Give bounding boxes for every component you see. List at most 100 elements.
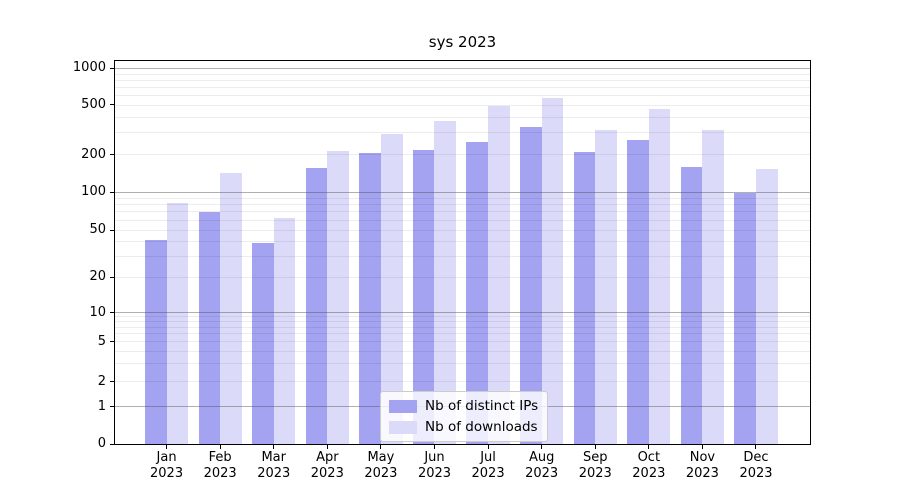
x-tick-year: 2023 <box>578 466 612 481</box>
x-tick-label-Aug: Aug 2023 <box>510 450 574 482</box>
x-tick-month: Nov <box>689 450 716 465</box>
x-tick-label-May: May 2023 <box>349 450 413 482</box>
x-tick-mark-Jan <box>166 445 168 449</box>
bar-distinct-ips <box>359 152 381 444</box>
bar-downloads <box>595 129 617 444</box>
legend-swatch-distinct-ips <box>389 399 417 413</box>
y-tick-label-5: 5 <box>97 333 106 349</box>
bar-distinct-ips <box>144 239 167 444</box>
x-tick-mark-Sep <box>594 445 596 449</box>
x-tick-year: 2023 <box>310 466 344 481</box>
x-tick-mark-Dec <box>755 445 757 449</box>
x-tick-label-Jul: Jul 2023 <box>456 450 520 482</box>
legend-item-distinct-ips: Nb of distinct IPs <box>389 398 538 414</box>
x-tick-label-Feb: Feb 2023 <box>188 450 252 482</box>
x-tick-month: Oct <box>637 450 661 465</box>
y-tick-label-1: 1 <box>97 398 106 414</box>
y-tick-mark-50 <box>110 229 114 231</box>
y-tick-mark-1 <box>110 406 114 408</box>
bar-distinct-ips <box>305 168 328 444</box>
x-tick-mark-Apr <box>326 445 328 449</box>
x-tick-year: 2023 <box>150 466 184 481</box>
y-tick-label-500: 500 <box>81 96 106 112</box>
x-tick-label-Sep: Sep 2023 <box>563 450 627 482</box>
x-tick-month: Dec <box>743 450 769 465</box>
bar-distinct-ips <box>252 243 274 444</box>
bar-distinct-ips <box>466 142 489 444</box>
bar-distinct-ips <box>412 149 435 444</box>
legend-label-distinct-ips: Nb of distinct IPs <box>425 398 539 414</box>
y-tick-label-100: 100 <box>81 184 106 200</box>
y-tick-mark-100 <box>110 191 114 193</box>
x-tick-label-Dec: Dec 2023 <box>724 450 788 482</box>
y-tick-mark-2 <box>110 381 114 383</box>
legend: Nb of distinct IPs Nb of downloads <box>380 391 549 442</box>
plot-area: Nb of distinct IPs Nb of downloads <box>114 60 811 445</box>
x-tick-month: Jun <box>424 450 445 465</box>
bar-distinct-ips <box>198 211 221 444</box>
x-tick-month: May <box>367 450 395 465</box>
x-tick-month: Jul <box>480 450 496 465</box>
bar-downloads <box>380 134 403 444</box>
x-tick-month: Apr <box>316 450 339 465</box>
y-tick-label-50: 50 <box>89 222 106 238</box>
x-tick-month: Aug <box>528 450 555 465</box>
y-tick-mark-200 <box>110 154 114 156</box>
x-tick-label-Jan: Jan 2023 <box>135 450 199 482</box>
x-tick-year: 2023 <box>471 466 505 481</box>
y-tick-label-20: 20 <box>89 269 106 285</box>
bar-distinct-ips <box>680 166 703 444</box>
bar-downloads <box>488 105 510 444</box>
bar-downloads <box>166 203 189 444</box>
x-tick-mark-May <box>380 445 382 449</box>
x-tick-year: 2023 <box>525 466 559 481</box>
y-tick-mark-500 <box>110 104 114 106</box>
bar-distinct-ips <box>573 151 596 444</box>
x-tick-month: Mar <box>261 450 286 465</box>
x-tick-year: 2023 <box>364 466 398 481</box>
y-tick-mark-0 <box>110 443 114 445</box>
legend-item-downloads: Nb of downloads <box>389 419 538 435</box>
y-tick-mark-20 <box>110 276 114 278</box>
bar-distinct-ips <box>734 193 756 444</box>
x-tick-mark-Nov <box>701 445 703 449</box>
x-tick-mark-Feb <box>219 445 221 449</box>
x-tick-mark-Mar <box>273 445 275 449</box>
bar-downloads <box>273 218 296 444</box>
y-tick-label-10: 10 <box>89 304 106 320</box>
y-tick-label-1000: 1000 <box>72 60 106 76</box>
y-tick-label-2: 2 <box>97 373 106 389</box>
x-tick-mark-Aug <box>541 445 543 449</box>
bar-downloads <box>541 97 564 444</box>
x-tick-year: 2023 <box>417 466 452 481</box>
y-tick-mark-10 <box>110 312 114 314</box>
bar-downloads <box>220 173 242 444</box>
x-tick-year: 2023 <box>632 466 666 481</box>
legend-label-downloads: Nb of downloads <box>425 419 538 435</box>
y-tick-label-0: 0 <box>97 436 106 451</box>
x-tick-label-Oct: Oct 2023 <box>617 450 681 482</box>
bar-downloads <box>702 129 725 444</box>
x-tick-month: Feb <box>208 450 232 465</box>
legend-swatch-downloads <box>389 420 417 434</box>
x-tick-year: 2023 <box>685 466 719 481</box>
bar-distinct-ips <box>520 127 542 444</box>
x-tick-year: 2023 <box>739 466 773 481</box>
x-tick-month: Jan <box>156 450 177 465</box>
x-tick-year: 2023 <box>203 466 237 481</box>
y-tick-label-200: 200 <box>81 146 106 162</box>
x-tick-mark-Jul <box>487 445 489 449</box>
bars-layer <box>115 61 810 444</box>
x-tick-label-Jun: Jun 2023 <box>402 450 466 482</box>
bar-distinct-ips <box>627 140 649 444</box>
x-tick-month: Sep <box>582 450 608 465</box>
bar-downloads <box>327 151 349 444</box>
bar-downloads <box>434 121 457 444</box>
x-tick-year: 2023 <box>257 466 291 481</box>
x-tick-mark-Jun <box>433 445 435 449</box>
x-tick-label-Apr: Apr 2023 <box>295 450 359 482</box>
x-tick-mark-Oct <box>648 445 650 449</box>
y-tick-mark-5 <box>110 341 114 343</box>
chart-title: sys 2023 <box>428 33 497 51</box>
